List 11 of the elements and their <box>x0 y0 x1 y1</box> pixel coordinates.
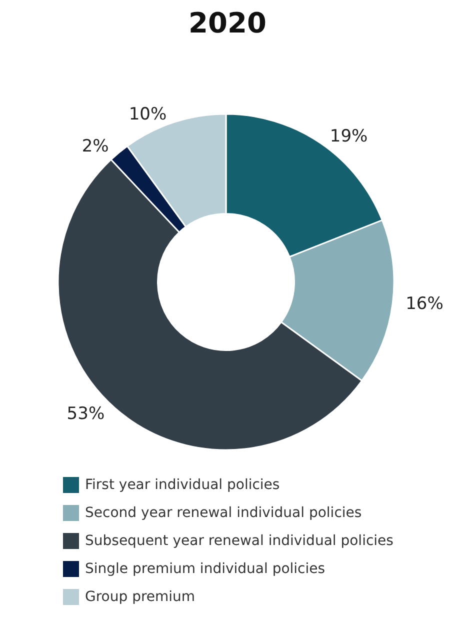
legend-label: Second year renewal individual policies <box>85 505 362 521</box>
legend-label: Single premium individual policies <box>85 561 326 577</box>
data-label: 53% <box>66 404 105 424</box>
chart-title: 2020 <box>188 6 266 40</box>
legend-label: Subsequent year renewal individual policies <box>85 533 394 549</box>
data-label: 2% <box>82 136 109 156</box>
data-label: 10% <box>128 104 167 125</box>
legend-label: First year individual policies <box>85 477 280 493</box>
data-label: 19% <box>330 126 368 146</box>
data-label: 16% <box>406 294 444 314</box>
legend-label: Group premium <box>85 589 196 605</box>
